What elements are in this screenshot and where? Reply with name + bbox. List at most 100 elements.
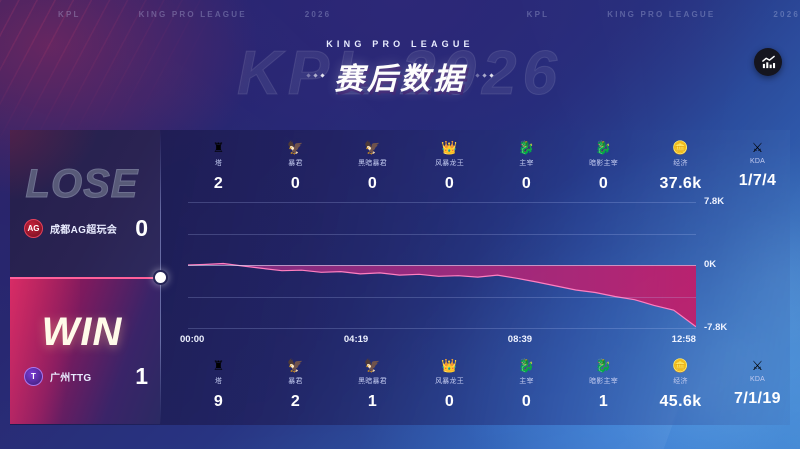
stat-col-dark-tyrant: 🦅 黑暗暴君 1	[334, 358, 411, 411]
stat-value: 0	[444, 175, 455, 192]
stats-row-bottom: ♜ 塔 9 🦅 暴君 2 🦅 黑暗暴君 1 👑 风暴龙王 0 🐉 主宰 0 🐉 暗影主宰 1 🪙 经济 45.6k ⚔ KD…	[180, 358, 790, 411]
chart-x-tick: 12:58	[671, 334, 696, 345]
ticker-item: KPL	[526, 9, 550, 19]
chart-x-tick: 08:39	[507, 334, 533, 345]
chart-y-tick: -7.8K	[704, 322, 728, 333]
stat-label: 经济	[673, 160, 688, 167]
team-result: LOSE	[25, 161, 139, 206]
team-name: 广州TTG	[50, 372, 92, 384]
stat-label: KDA	[750, 376, 765, 383]
divider-node-icon	[155, 272, 166, 283]
team-result: WIN	[41, 309, 123, 354]
stat-label: 暴君	[288, 160, 303, 167]
storm-dragon-king-icon: 👑	[441, 358, 458, 373]
stat-value: 7/1/19	[734, 390, 781, 407]
stat-label: 风暴龙王	[435, 378, 464, 385]
decor-dots-right	[475, 73, 494, 78]
stat-value: 1	[367, 393, 378, 410]
economy-icon: 🪙	[672, 140, 689, 155]
stat-label: KDA	[750, 158, 765, 165]
team-name: 成都AG超玩会	[50, 224, 118, 236]
stat-label: 经济	[673, 378, 688, 385]
stat-value: 37.6k	[659, 175, 702, 192]
top-ticker: KPL KING PRO LEAGUE 2026 KPL KING PRO LE…	[0, 0, 800, 28]
chart-gridline	[188, 328, 696, 329]
stat-label: 主宰	[519, 378, 534, 385]
storm-dragon-king-icon: 👑	[441, 140, 458, 155]
chart-x-tick: 00:00	[180, 334, 205, 345]
stat-value: 0	[521, 393, 532, 410]
stat-col-kda: ⚔ KDA 1/7/4	[719, 140, 790, 193]
stats-row-top: ♜ 塔 2 🦅 暴君 0 🦅 黑暗暴君 0 👑 风暴龙王 0 🐉 主宰 0 🐉 暗影主宰 0 🪙 经济 37.6k ⚔ KD…	[180, 140, 790, 193]
stat-label: 塔	[214, 160, 223, 167]
post-match-panel: LOSE AG 成都AG超玩会 0 WIN T 广州TTG 1 ♜ 塔 2 🦅 暴君 0 🦅…	[10, 130, 790, 425]
chart-gridline	[188, 202, 696, 203]
team-win[interactable]: WIN T 广州TTG 1	[10, 277, 160, 424]
ticker-item: 2026	[304, 9, 332, 19]
stat-col-shadow-overlord: 🐉 暗影主宰 0	[565, 140, 642, 193]
stat-col-overlord: 🐉 主宰 0	[488, 140, 565, 193]
league-name: KING PRO LEAGUE	[326, 38, 474, 49]
chart-gridline	[188, 296, 696, 298]
stat-value: 2	[290, 393, 301, 410]
stat-col-economy: 🪙 经济 45.6k	[642, 358, 719, 411]
ticker-item: 2026	[773, 9, 800, 19]
stat-label: 暗影主宰	[589, 160, 618, 167]
economy-icon: 🪙	[672, 358, 689, 373]
ttg-logo-icon: T	[24, 366, 43, 386]
decor-dots-left	[306, 73, 325, 78]
chart-series-svg	[188, 262, 696, 328]
stat-col-overlord: 🐉 主宰 0	[488, 358, 565, 411]
stat-value: 2	[213, 175, 224, 192]
teams-column: LOSE AG 成都AG超玩会 0 WIN T 广州TTG 1	[10, 130, 160, 425]
ticker-item: KING PRO LEAGUE	[138, 9, 247, 19]
stat-label: 风暴龙王	[435, 160, 464, 167]
stat-value: 1/7/4	[738, 172, 777, 189]
stat-label: 暗影主宰	[589, 378, 618, 385]
stat-label: 主宰	[519, 160, 534, 167]
stat-value: 0	[444, 393, 455, 410]
stat-col-tower: ♜ 塔 9	[180, 358, 257, 411]
chart-x-axis: 00:00 04:19 08:39 12:58	[180, 334, 696, 350]
tyrant-icon: 🦅	[287, 140, 304, 155]
overlord-icon: 🐉	[518, 358, 535, 373]
chart-analytics-button[interactable]	[754, 48, 782, 76]
stat-value: 0	[598, 175, 609, 192]
stat-col-storm-dragon-king: 👑 风暴龙王 0	[411, 358, 488, 411]
ticker-item: KING PRO LEAGUE	[607, 9, 716, 19]
team-score: 0	[135, 214, 148, 241]
stat-value: 45.6k	[659, 393, 702, 410]
stat-value: 0	[521, 175, 532, 192]
tower-icon: ♜	[212, 358, 225, 373]
chart-y-tick: 7.8K	[704, 196, 725, 207]
tower-icon: ♜	[212, 140, 225, 155]
ghost-watermark: KPL 2026	[236, 39, 564, 109]
team-score: 1	[135, 362, 148, 389]
dark-tyrant-icon: 🦅	[364, 358, 381, 373]
chart-x-tick: 04:19	[343, 334, 369, 345]
stat-col-tyrant: 🦅 暴君 2	[257, 358, 334, 411]
stat-col-economy: 🪙 经济 37.6k	[642, 140, 719, 193]
stat-col-tower: ♜ 塔 2	[180, 140, 257, 193]
chart-zero-line	[188, 265, 696, 266]
page-header: KPL 2026 KING PRO LEAGUE 赛后数据	[0, 22, 800, 114]
stat-col-shadow-overlord: 🐉 暗影主宰 1	[565, 358, 642, 411]
stat-col-storm-dragon-king: 👑 风暴龙王 0	[411, 140, 488, 193]
kda-icon: ⚔	[751, 358, 764, 373]
stat-value: 0	[367, 175, 378, 192]
stat-col-kda: ⚔ KDA 7/1/19	[719, 358, 790, 411]
stat-col-dark-tyrant: 🦅 黑暗暴君 0	[334, 140, 411, 193]
shadow-overlord-icon: 🐉	[595, 140, 612, 155]
chart-plot-area	[188, 202, 696, 329]
tyrant-icon: 🦅	[287, 358, 304, 373]
chart-y-tick: 0K	[704, 259, 717, 270]
ticker-item: KPL	[58, 9, 81, 19]
stat-label: 黑暗暴君	[358, 378, 387, 385]
shadow-overlord-icon: 🐉	[595, 358, 612, 373]
dark-tyrant-icon: 🦅	[364, 140, 381, 155]
chart-y-axis: 7.8K 0K -7.8K	[704, 196, 790, 333]
stat-value: 1	[598, 393, 609, 410]
team-lose[interactable]: LOSE AG 成都AG超玩会 0	[10, 130, 160, 277]
stat-col-tyrant: 🦅 暴君 0	[257, 140, 334, 193]
chart-analytics-icon	[761, 55, 775, 68]
